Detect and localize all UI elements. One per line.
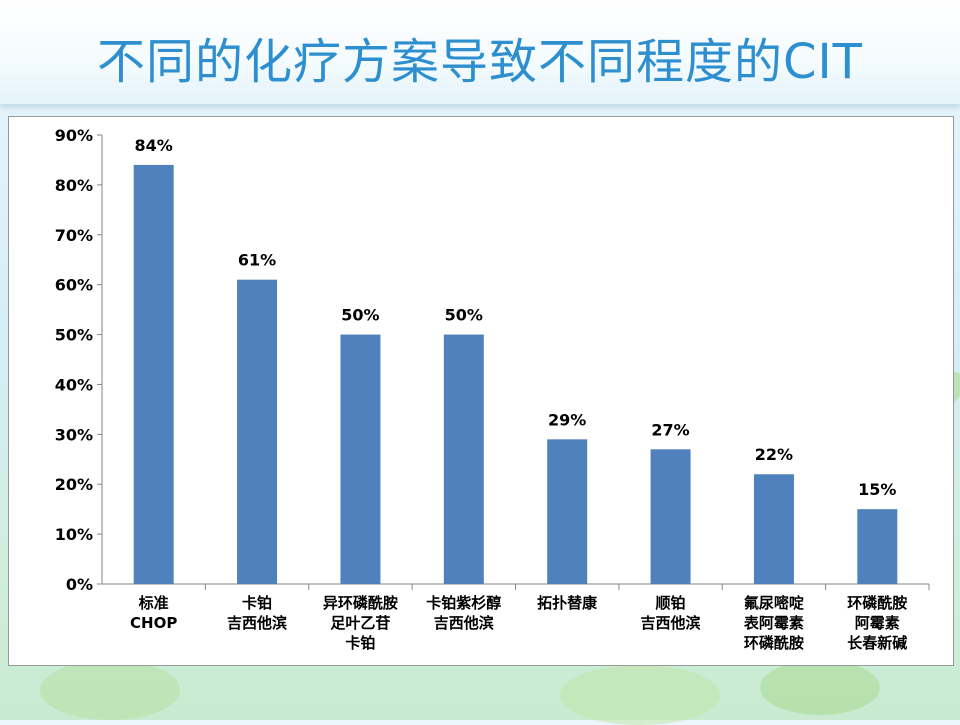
background-leaf-decoration <box>40 660 180 720</box>
bar-chart: 0% 10% 20% 30% 40% 50% 60% 70% 80% 90% 84% 标准 CHOP 61… <box>55 126 930 652</box>
slide-title-bar: 不同的化疗方案导致不同程度的CIT <box>0 0 960 104</box>
bar <box>650 449 691 584</box>
slide-title: 不同的化疗方案导致不同程度的CIT <box>97 34 863 90</box>
y-tick-label: 40% <box>55 375 93 394</box>
y-tick-label: 70% <box>55 226 93 245</box>
x-category-label: 环磷酰胺 <box>744 634 804 652</box>
data-label: 29% <box>548 410 586 429</box>
chart-panel: 0% 10% 20% 30% 40% 50% 60% 70% 80% 90% 84% 标准 CHOP 61… <box>8 116 954 666</box>
data-label: 61% <box>238 251 276 270</box>
x-category-label: 卡铂 <box>345 634 375 652</box>
x-category-label: 阿霉素 <box>855 614 900 632</box>
x-category-label: 卡铂紫杉醇 <box>426 594 501 612</box>
x-category-label: 异环磷酰胺 <box>323 594 398 612</box>
y-tick-label: 90% <box>55 126 93 145</box>
x-category-label: 表阿霉素 <box>744 614 804 632</box>
x-category-label: 环磷酰胺 <box>847 594 907 612</box>
data-label: 84% <box>135 136 173 155</box>
x-category-label: 标准 <box>138 594 169 612</box>
y-tick-label: 50% <box>55 326 93 345</box>
data-label: 50% <box>445 306 483 325</box>
x-category-label: 氟尿嘧啶 <box>744 594 804 612</box>
bar <box>547 439 588 584</box>
bar <box>443 334 484 584</box>
x-category-label: 吉西他滨 <box>434 614 494 632</box>
y-tick-label: 60% <box>55 276 93 295</box>
bar <box>340 334 381 584</box>
y-tick-label: 30% <box>55 425 93 444</box>
data-label: 15% <box>858 480 896 499</box>
x-category-label: 长春新碱 <box>847 634 907 652</box>
x-category-label: 足叶乙苷 <box>330 614 390 632</box>
data-label: 22% <box>755 445 793 464</box>
x-category-label: CHOP <box>130 614 177 632</box>
x-category-label: 卡铂 <box>242 594 272 612</box>
y-tick-label: 80% <box>55 176 93 195</box>
background-leaf-decoration <box>760 660 880 715</box>
x-category-label: 吉西他滨 <box>641 614 701 632</box>
y-tick-label: 20% <box>55 475 93 494</box>
bar <box>857 509 898 584</box>
bar <box>753 474 794 584</box>
y-tick-label: 10% <box>55 525 93 544</box>
x-category-label: 顺铂 <box>656 594 686 612</box>
bar <box>237 279 278 584</box>
data-label: 27% <box>651 420 689 439</box>
background-leaf-decoration <box>560 665 720 725</box>
x-category-label: 吉西他滨 <box>227 614 287 632</box>
y-tick-label: 0% <box>66 575 93 594</box>
data-label: 50% <box>341 306 379 325</box>
bar <box>133 164 174 584</box>
x-category-label: 拓扑替康 <box>537 594 598 612</box>
